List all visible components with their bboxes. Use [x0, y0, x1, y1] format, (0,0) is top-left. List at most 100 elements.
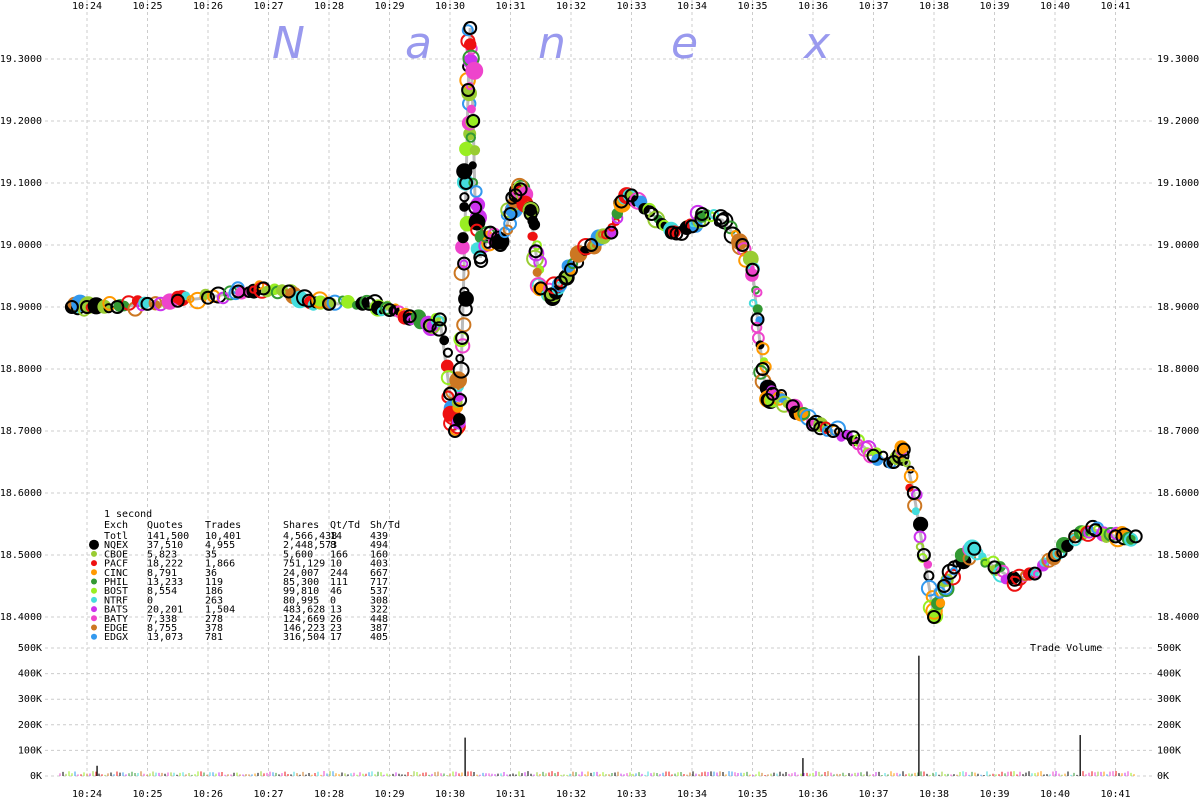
trade-marker [422, 318, 437, 333]
x-tick-label-top: 10:41 [1100, 1, 1130, 12]
volume-tick-left: 200K [18, 720, 42, 731]
watermark-letter: a [405, 18, 432, 69]
trade-marker [201, 290, 215, 305]
trade-marker [935, 598, 946, 608]
legend-cell-shares: 146,223 [283, 623, 325, 634]
trade-marker [752, 287, 763, 298]
trade-marker [866, 448, 881, 463]
trade-marker [553, 275, 568, 290]
trade-marker [461, 83, 476, 97]
legend-cell-trades: 186 [205, 586, 223, 597]
trade-marker [755, 362, 770, 376]
x-tick-label-bottom: 10:41 [1100, 789, 1130, 800]
trade-marker [745, 262, 760, 277]
legend-cell-quotes: 13,073 [147, 632, 183, 643]
volume-tick-left: 0K [30, 771, 42, 782]
trade-marker [765, 386, 780, 401]
legend-cell-shares: 751,129 [283, 559, 325, 570]
x-tick-label-bottom: 10:24 [72, 789, 102, 800]
trade-marker [456, 163, 473, 180]
trade-marker [826, 424, 841, 438]
trade-marker [301, 293, 316, 308]
x-tick-label-top: 10:26 [193, 1, 223, 12]
trade-marker [723, 220, 738, 235]
x-tick-label-top: 10:24 [72, 1, 102, 12]
x-tick-label-top: 10:25 [132, 1, 162, 12]
legend-cell-trades: 378 [205, 623, 223, 634]
legend-cell-exch: PACF [104, 559, 128, 570]
trade-marker [362, 296, 377, 311]
trade-marker [249, 285, 258, 294]
trade-marker [431, 321, 447, 337]
trade-marker [903, 468, 919, 484]
watermark-letter: e [671, 18, 698, 69]
trade-marker [457, 256, 472, 271]
legend-cell-trades: 781 [205, 632, 223, 643]
price-tick-left: 18.6000 [0, 488, 42, 499]
volume-plot [59, 655, 1135, 776]
legend-cell-sh_td: 448 [370, 614, 388, 625]
legend-marker [91, 606, 97, 613]
price-tick-left: 18.8000 [0, 364, 42, 375]
trade-marker [188, 291, 207, 310]
x-tick-label-top: 10:34 [677, 1, 707, 12]
trade-marker [715, 213, 730, 228]
trade-marker [846, 430, 861, 445]
legend-cell-qt_td: 0 [330, 595, 336, 606]
legend-cell-sh_td: 387 [370, 623, 388, 634]
trade-marker [440, 359, 454, 373]
trade-marker [443, 386, 457, 401]
trade-marker [469, 145, 481, 156]
legend-header: Qt/Td [330, 520, 360, 531]
legend-cell-shares: 24,007 [283, 568, 319, 579]
legend-cell-exch: NTRF [104, 595, 128, 606]
legend-cell-exch: BOST [104, 586, 128, 597]
volume-tick-right: 400K [1157, 669, 1181, 680]
legend-marker [91, 596, 97, 603]
trade-marker [110, 300, 125, 314]
trade-marker [664, 225, 679, 240]
x-tick-label-top: 10:28 [314, 1, 344, 12]
legend-cell-exch: NQEX [104, 540, 128, 551]
legend-marker [91, 615, 97, 622]
x-tick-label-top: 10:39 [979, 1, 1009, 12]
x-tick-label-bottom: 10:34 [677, 789, 707, 800]
x-tick-label-bottom: 10:25 [132, 789, 162, 800]
legend-cell-sh_td: 322 [370, 605, 388, 616]
trade-marker [513, 182, 528, 197]
price-tick-left: 19.3000 [0, 54, 42, 65]
trade-marker [473, 250, 488, 265]
trade-marker [140, 296, 155, 311]
legend-cell-qt_td: 17 [330, 632, 342, 643]
trade-marker [813, 421, 828, 436]
legend-marker [91, 633, 97, 640]
trade-marker [797, 407, 811, 420]
trade-marker [987, 560, 1002, 575]
trade-marker [455, 331, 470, 345]
legend-cell-sh_td: 667 [370, 568, 388, 579]
x-tick-label-top: 10:36 [798, 1, 828, 12]
legend-cell-qt_td: 14 [330, 531, 342, 542]
trade-marker [1068, 529, 1083, 544]
trade-marker [503, 207, 518, 221]
price-tick-left: 19.2000 [0, 116, 42, 127]
trade-marker [748, 298, 758, 308]
legend-cell-quotes: 8,791 [147, 568, 177, 579]
trade-marker [439, 335, 450, 346]
trade-marker [453, 413, 466, 426]
trade-marker [564, 262, 578, 277]
legend-cell-sh_td: 717 [370, 577, 388, 588]
x-tick-label-bottom: 10:30 [435, 789, 465, 800]
legend-cell-trades: 119 [205, 577, 223, 588]
price-tick-right: 18.5000 [1157, 550, 1199, 561]
trade-marker [459, 202, 470, 212]
price-tick-right: 18.4000 [1157, 612, 1199, 623]
price-tick-left: 19.4000 [0, 0, 42, 3]
legend-cell-qt_td: 166 [330, 549, 348, 560]
trade-marker [469, 185, 483, 198]
legend-interval: 1 second [104, 509, 152, 520]
legend-cell-shares: 316,504 [283, 632, 325, 643]
price-tick-right: 18.7000 [1157, 426, 1199, 437]
x-tick-label-bottom: 10:39 [979, 789, 1009, 800]
